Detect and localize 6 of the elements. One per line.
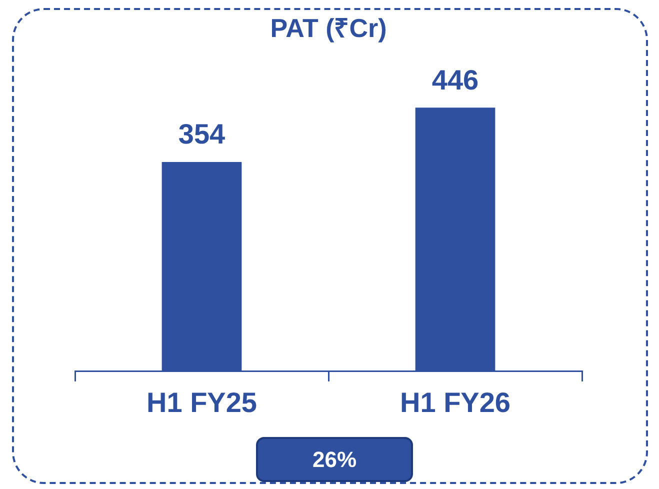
chart-title: PAT (₹Cr) — [270, 12, 387, 43]
data-label: 354 — [178, 118, 226, 150]
x-tick-label: H1 FY25 — [146, 386, 257, 418]
text: 26% — [256, 437, 413, 482]
data-label: 446 — [432, 64, 479, 96]
x-tick-label: H1 FY26 — [400, 386, 510, 418]
